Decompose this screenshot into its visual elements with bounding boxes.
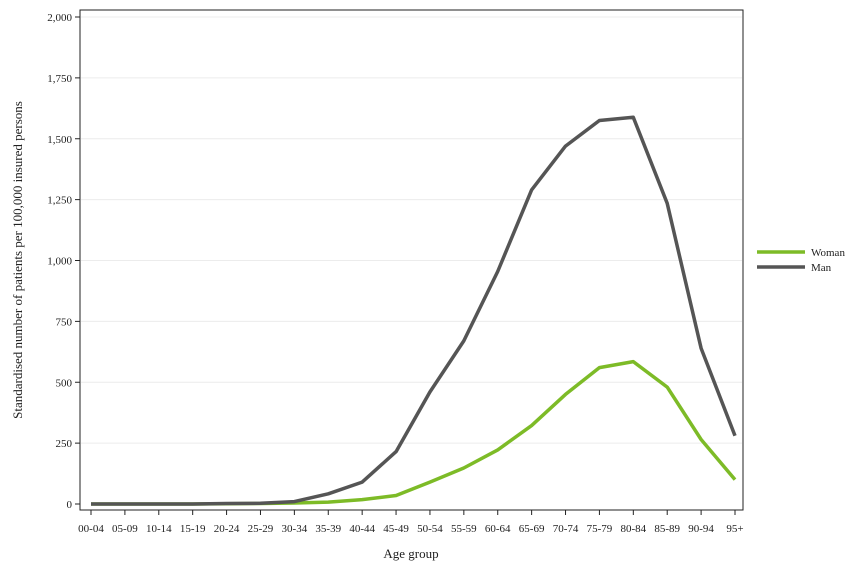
x-tick-label: 10-14 [146, 523, 172, 535]
x-tick-label: 40-44 [349, 523, 375, 535]
y-tick-label: 2,000 [47, 12, 72, 24]
x-tick-label: 70-74 [553, 523, 579, 535]
x-tick-label: 55-59 [451, 523, 477, 535]
x-tick-label: 90-94 [688, 523, 714, 535]
x-tick-label: 35-39 [315, 523, 341, 535]
x-tick-label: 45-49 [383, 523, 409, 535]
y-tick-label: 1,000 [47, 256, 72, 268]
legend-label-man: Man [811, 262, 832, 274]
x-tick-label: 85-89 [654, 523, 680, 535]
y-tick-label: 1,250 [47, 195, 72, 207]
y-tick-label: 500 [56, 377, 73, 389]
x-axis: 00-04 05-09 10-14 15-19 20-24 25-29 30-34 35-39… [78, 510, 744, 535]
y-axis-title: Standardised number of patients per 100,… [10, 101, 25, 419]
x-tick-label: 20-24 [214, 523, 240, 535]
x-tick-label: 75-79 [587, 523, 613, 535]
series-lines [91, 115, 737, 506]
y-tick-label: 0 [67, 499, 73, 511]
y-axis: 0 250 500 750 1,000 1,250 1,500 1,750 2,000 [47, 12, 80, 511]
x-axis-title: Age group [383, 546, 438, 561]
x-tick-label: 50-54 [417, 523, 443, 535]
x-tick-label: 80-84 [620, 523, 646, 535]
y-tick-label: 1,750 [47, 73, 72, 85]
x-tick-label: 00-04 [78, 523, 104, 535]
y-tick-label: 250 [56, 438, 73, 450]
x-tick-label: 15-19 [180, 523, 206, 535]
legend-label-woman: Woman [811, 247, 845, 259]
x-tick-label: 30-34 [282, 523, 308, 535]
y-tick-label: 750 [56, 316, 73, 328]
x-tick-label: 05-09 [112, 523, 138, 535]
gridlines [81, 16, 742, 444]
x-tick-label: 95+ [726, 523, 743, 535]
series-line-man [91, 115, 737, 506]
x-tick-label: 25-29 [248, 523, 274, 535]
legend: Woman Man [757, 247, 845, 274]
y-tick-label: 1,500 [47, 134, 72, 146]
x-tick-label: 60-64 [485, 523, 511, 535]
x-tick-label: 65-69 [519, 523, 545, 535]
